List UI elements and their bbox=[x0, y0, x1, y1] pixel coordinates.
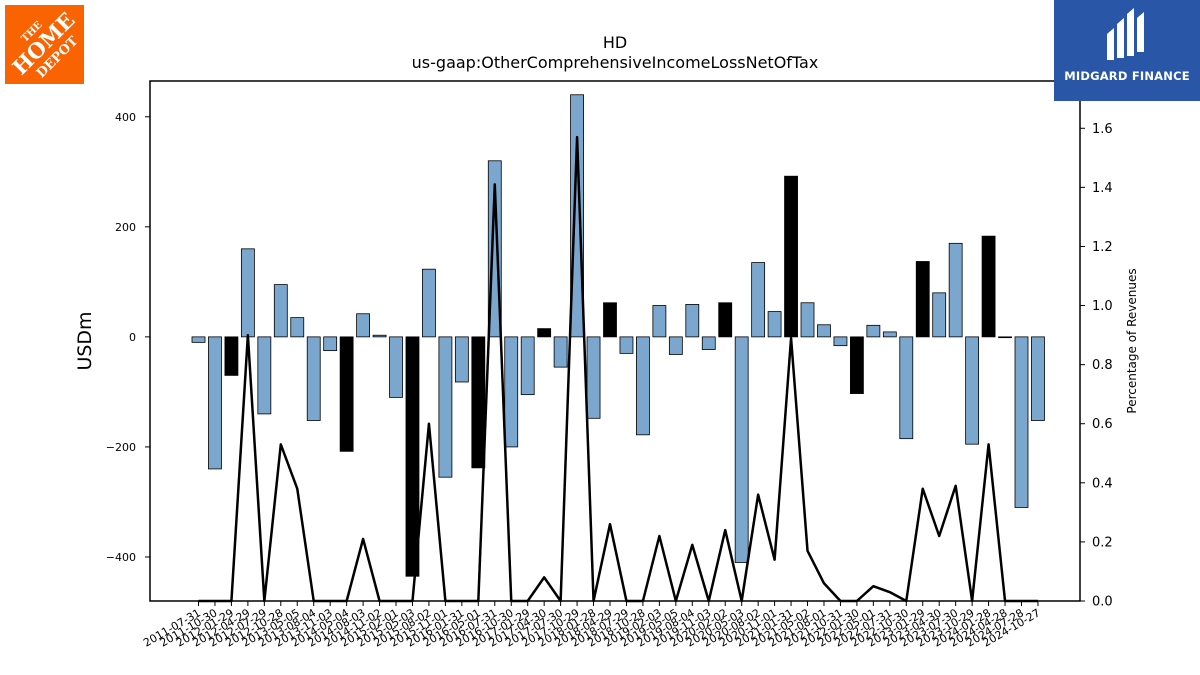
bar bbox=[668, 336, 683, 355]
bar bbox=[339, 336, 354, 452]
bar bbox=[471, 336, 486, 469]
bar bbox=[422, 268, 436, 338]
bar bbox=[866, 324, 881, 338]
bar bbox=[208, 336, 222, 470]
plot-frame bbox=[149, 80, 1081, 602]
y2-tick-label: 0.6 bbox=[1092, 417, 1113, 432]
bar bbox=[603, 302, 617, 338]
y2-tick-label: 1.6 bbox=[1092, 122, 1113, 137]
y-axis-label: USDm bbox=[74, 311, 96, 370]
bar bbox=[537, 328, 552, 338]
bar bbox=[224, 336, 239, 376]
bar bbox=[636, 336, 650, 436]
bar bbox=[257, 336, 272, 415]
chart-subtitle: us-gaap:OtherComprehensiveIncomeLossNetO… bbox=[412, 53, 819, 72]
bar bbox=[191, 336, 206, 343]
bar bbox=[882, 331, 897, 338]
bar bbox=[438, 336, 453, 478]
bar bbox=[652, 305, 667, 338]
y2-tick-label: 1.4 bbox=[1092, 181, 1113, 196]
bar bbox=[701, 336, 716, 350]
bar bbox=[998, 336, 1012, 339]
bar bbox=[800, 302, 815, 338]
bar bbox=[553, 336, 568, 368]
bar bbox=[1014, 336, 1029, 508]
bar bbox=[586, 336, 601, 419]
bar bbox=[520, 336, 535, 396]
bar bbox=[504, 336, 519, 448]
bar bbox=[718, 302, 733, 338]
home-depot-logo: THE HOME DEPOT bbox=[5, 5, 84, 84]
y2-tick-label: 1.0 bbox=[1092, 299, 1113, 314]
chart-title: HD bbox=[603, 33, 627, 52]
bar bbox=[734, 336, 749, 563]
bar bbox=[570, 94, 584, 338]
bar bbox=[784, 175, 798, 338]
y2-tick-label: 0.4 bbox=[1092, 476, 1113, 491]
bar bbox=[751, 262, 766, 338]
y-tick-label: 400 bbox=[115, 111, 136, 124]
y-tick-label: 200 bbox=[115, 221, 136, 234]
y-tick-label: −200 bbox=[106, 441, 136, 454]
bar bbox=[306, 336, 321, 421]
x-axis: 2011-07-312011-10-302012-01-292012-04-29… bbox=[141, 601, 1042, 650]
y-tick-label: 0 bbox=[129, 331, 136, 344]
bar bbox=[1031, 336, 1045, 421]
bar bbox=[915, 261, 930, 338]
bar bbox=[981, 235, 996, 338]
y2-tick-label: 0.2 bbox=[1092, 535, 1113, 550]
bar bbox=[323, 336, 338, 352]
bar bbox=[454, 336, 469, 383]
bar bbox=[932, 292, 947, 338]
bar bbox=[273, 284, 288, 338]
midgard-finance-wordmark: MIDGARD FINANCE bbox=[1064, 69, 1190, 83]
bar bbox=[685, 304, 700, 338]
bar bbox=[405, 336, 420, 577]
bar bbox=[948, 242, 963, 338]
bar bbox=[833, 336, 848, 347]
bar bbox=[372, 334, 387, 338]
bar bbox=[767, 311, 782, 338]
y2-tick-label: 1.2 bbox=[1092, 240, 1113, 255]
y2-tick-label: 0.8 bbox=[1092, 358, 1113, 373]
midgard-finance-logo: MIDGARD FINANCE bbox=[1054, 0, 1200, 101]
bar bbox=[817, 324, 831, 338]
bar-series bbox=[191, 94, 1045, 577]
bar bbox=[619, 336, 634, 354]
bar bbox=[240, 248, 255, 338]
y-axis: −400 −200 0 200 400 bbox=[106, 111, 150, 564]
bar bbox=[356, 313, 371, 338]
y-tick-label: −400 bbox=[106, 551, 136, 564]
bar bbox=[850, 336, 864, 394]
bar bbox=[965, 336, 980, 445]
y2-axis-label: Percentage of Revenues bbox=[1125, 268, 1139, 413]
y2-axis: 0.0 0.2 0.4 0.6 0.8 1.0 1.2 1.4 1.6 bbox=[1080, 122, 1113, 610]
y2-tick-label: 0.0 bbox=[1092, 595, 1113, 610]
bar bbox=[899, 336, 914, 440]
bar bbox=[290, 317, 305, 338]
bar bbox=[389, 336, 403, 398]
